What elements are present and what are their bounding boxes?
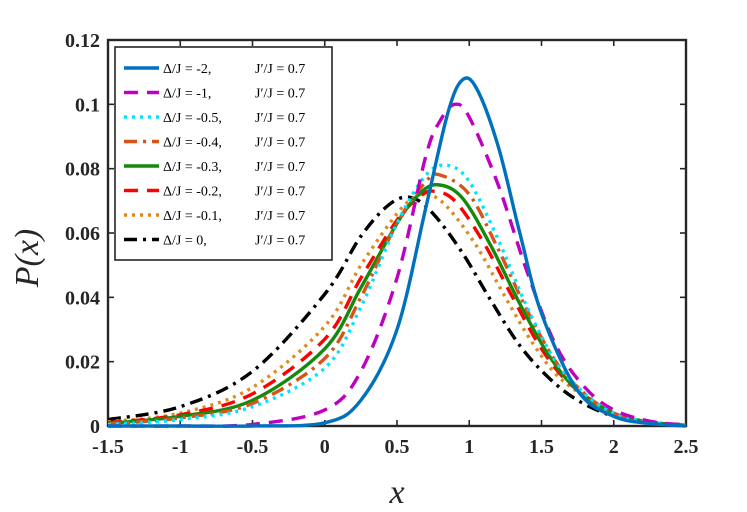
legend-param-7: J′/J = 0.7 (255, 234, 305, 249)
legend-param-2: J′/J = 0.7 (255, 111, 305, 126)
legend: Δ/J = -2, J′/J = 0.7 Δ/J = -1, J′/J = 0.7 Δ/… (114, 46, 333, 261)
x-tick-label: 1 (464, 436, 474, 458)
x-tick-label: 2.5 (674, 436, 699, 458)
y-tick-label: 0.02 (65, 352, 100, 374)
legend-param-4: J′/J = 0.7 (255, 160, 305, 175)
series-group (107, 76, 687, 428)
legend-label-5: Δ/J = -0.2, (163, 185, 222, 200)
y-tick-label: 0.08 (65, 159, 100, 181)
y-tick-label: 0 (90, 416, 100, 438)
legend-label-3: Δ/J = -0.4, (163, 136, 222, 151)
y-tick-label: 0.1 (75, 94, 100, 116)
y-tick-label: 0.06 (65, 223, 100, 245)
x-tick-label: -1 (172, 436, 189, 458)
legend-label-0: Δ/J = -2, (163, 62, 211, 77)
legend-param-0: J′/J = 0.7 (255, 62, 305, 77)
y-axis-label: P(x) (9, 229, 46, 289)
legend-param-5: J′/J = 0.7 (255, 185, 305, 200)
legend-label-4: Δ/J = -0.3, (163, 160, 222, 175)
x-tick-label: 1.5 (529, 436, 554, 458)
legend-param-1: J′/J = 0.7 (255, 87, 305, 102)
x-tick-label: 0 (320, 436, 330, 458)
y-tick-label: 0.04 (65, 287, 100, 309)
y-tick-label: 0.12 (65, 30, 100, 52)
x-tick-label: 2 (609, 436, 619, 458)
legend-param-6: J′/J = 0.7 (255, 209, 305, 224)
legend-label-6: Δ/J = -0.1, (163, 209, 222, 224)
legend-label-1: Δ/J = -1, (163, 87, 211, 102)
series-line-3 (107, 172, 687, 427)
legend-param-3: J′/J = 0.7 (255, 136, 305, 151)
legend-label-7: Δ/J = 0, (163, 234, 207, 249)
legend-label-2: Δ/J = -0.5, (163, 111, 222, 126)
x-tick-label: 0.5 (385, 436, 410, 458)
x-tick-label: -1.5 (92, 436, 124, 458)
x-axis-label: x (388, 474, 404, 511)
series-line-7 (107, 195, 687, 428)
series-line-5 (107, 189, 687, 427)
legend-box (114, 46, 333, 261)
series-line-0 (108, 76, 687, 428)
x-tick-label: -0.5 (237, 436, 269, 458)
